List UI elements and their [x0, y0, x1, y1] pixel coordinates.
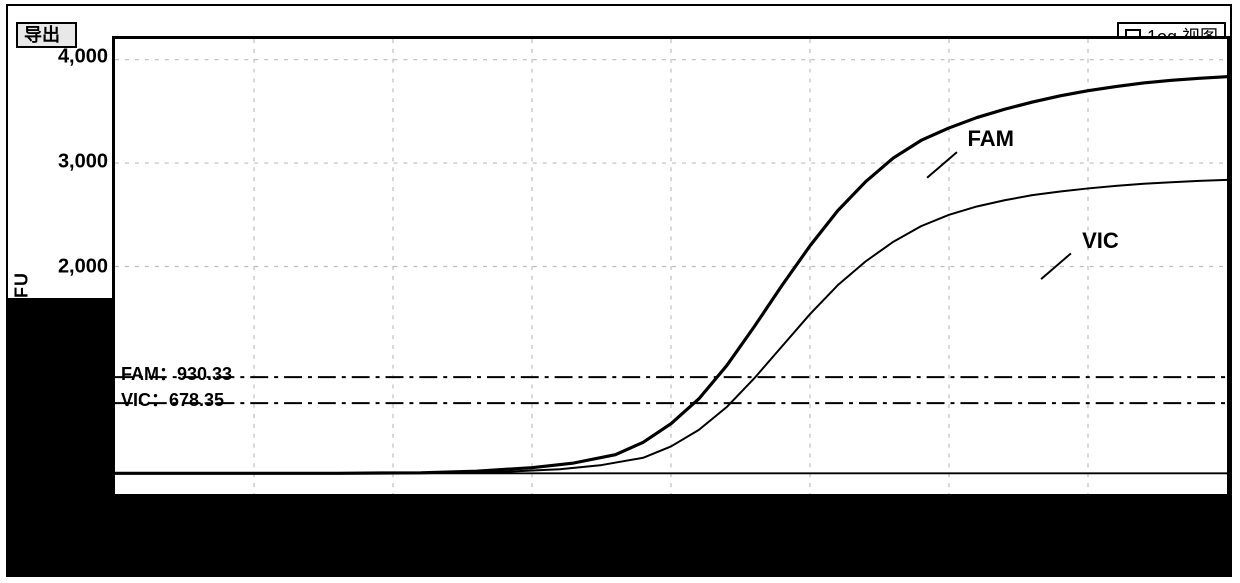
bottom-black-band — [8, 497, 1230, 575]
series-label: VIC — [1082, 228, 1119, 254]
series-label: FAM — [967, 126, 1013, 152]
threshold-label: VIC：678.35 — [121, 386, 224, 412]
y-tick-label: 2,000 — [38, 255, 108, 278]
threshold-label: FAM：930.33 — [121, 360, 232, 386]
y-tick-label: 3,000 — [38, 150, 108, 173]
y-tick-label: 4,000 — [38, 45, 108, 68]
plot-area: FAM：930.33VIC：678.35 FAM VIC — [112, 36, 1230, 497]
plot-svg — [115, 39, 1227, 494]
chart-app-frame: 导出 1og 视图 2,0003,0004,000 RFU FAM：930.33… — [0, 0, 1240, 583]
